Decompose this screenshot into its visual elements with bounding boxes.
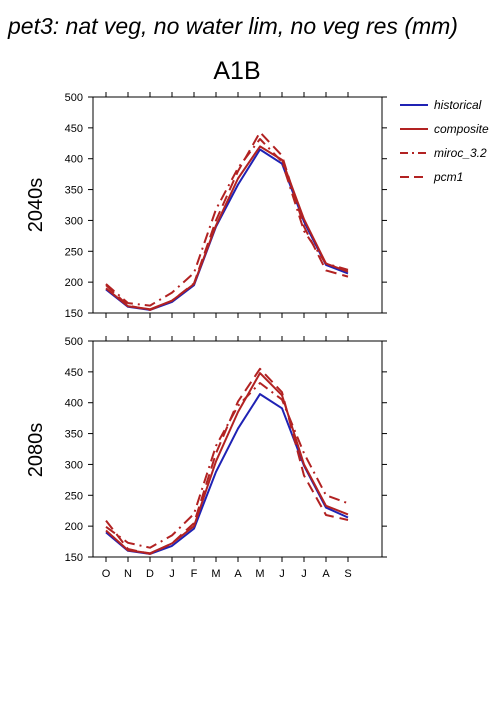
y-tick-label: 150 bbox=[65, 552, 83, 564]
x-tick-label: F bbox=[191, 568, 198, 580]
legend-label: pcm1 bbox=[433, 170, 463, 184]
row-label-2040s: 2040s bbox=[25, 178, 47, 233]
series-line-miroc-3-2 bbox=[105, 382, 349, 549]
y-tick-label: 200 bbox=[65, 277, 83, 289]
x-tick-label: J bbox=[279, 568, 285, 580]
series-line-composite bbox=[105, 145, 349, 311]
x-tick-label: J bbox=[301, 568, 307, 580]
y-tick-label: 450 bbox=[65, 123, 83, 135]
y-tick-label: 350 bbox=[65, 185, 83, 197]
x-tick-label: S bbox=[344, 568, 351, 580]
y-tick-label: 150 bbox=[65, 308, 83, 320]
y-tick-label: 350 bbox=[65, 429, 83, 441]
y-tick-label: 500 bbox=[65, 336, 83, 348]
legend-label: historical bbox=[434, 98, 482, 112]
row-label-2080s: 2080s bbox=[25, 423, 47, 478]
x-tick-label: A bbox=[234, 568, 242, 580]
y-tick-label: 400 bbox=[65, 398, 83, 410]
legend: historical composite miroc_3.2 pcm1 bbox=[400, 98, 489, 184]
y-tick-label: 300 bbox=[65, 459, 83, 471]
x-tick-label: N bbox=[124, 568, 132, 580]
y-tick-label: 250 bbox=[65, 246, 83, 258]
series-line-pcm1 bbox=[105, 367, 349, 555]
x-tick-label: O bbox=[102, 568, 111, 580]
y-tick-label: 300 bbox=[65, 215, 83, 227]
y-tick-label: 500 bbox=[65, 92, 83, 104]
legend-label: miroc_3.2 bbox=[434, 146, 487, 160]
chart-panel-2040s: 2040s 150 200 250 300 350 400 450 500 bbox=[25, 92, 387, 320]
y-tick-label: 450 bbox=[65, 367, 83, 379]
x-tick-label: D bbox=[146, 568, 154, 580]
y-tick-label: 400 bbox=[65, 154, 83, 166]
y-tick-label: 200 bbox=[65, 521, 83, 533]
x-tick-label: M bbox=[211, 568, 220, 580]
x-tick-label: M bbox=[255, 568, 264, 580]
scenario-title: A1B bbox=[213, 57, 260, 85]
x-tick-label: J bbox=[169, 568, 175, 580]
figure-title: pet3: nat veg, no water lim, no veg res … bbox=[7, 13, 458, 39]
legend-label: composite bbox=[434, 122, 489, 136]
chart-panel-2080s: 2080s 150 200 250 300 350 400 450 500 O N D J F M A M J J… bbox=[25, 336, 387, 580]
series-line-miroc-3-2 bbox=[105, 138, 349, 307]
series-line-pcm1 bbox=[105, 131, 349, 311]
y-tick-label: 250 bbox=[65, 490, 83, 502]
x-tick-label: A bbox=[322, 568, 330, 580]
